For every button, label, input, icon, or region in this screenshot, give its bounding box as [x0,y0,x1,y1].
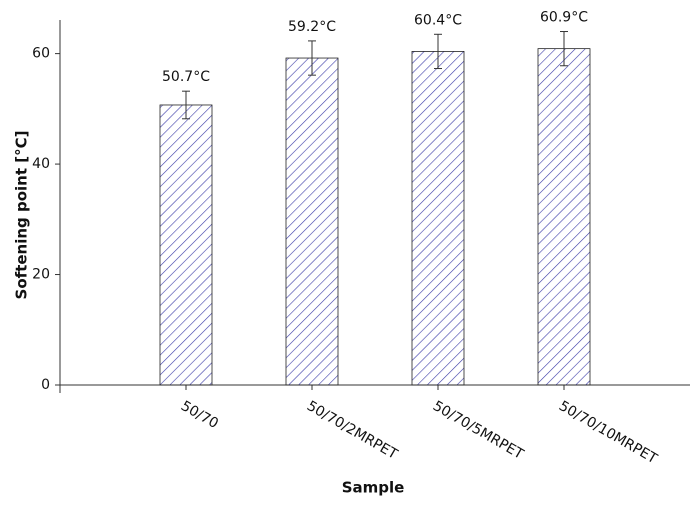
value-label: 59.2°C [288,19,336,35]
y-tick-label: 0 [41,377,50,393]
value-label: 50.7°C [162,69,210,85]
y-axis-label: Softening point [°C] [13,131,31,300]
y-tick-label: 60 [32,46,50,62]
value-label: 60.4°C [414,12,462,28]
x-tick-label: 50/70/5MRPET [430,398,526,463]
x-tick-label: 50/70/2MRPET [304,398,400,463]
bar [411,51,465,386]
bar [537,48,591,386]
x-tick-label: 50/70/10MRPET [556,398,660,467]
value-label: 60.9°C [540,10,588,26]
x-tick-label: 50/70 [178,398,221,432]
x-axis-label: Sample [342,479,405,497]
y-tick-label: 20 [32,267,50,283]
bar [285,57,339,386]
bar [159,104,213,386]
y-tick-label: 40 [32,156,50,172]
